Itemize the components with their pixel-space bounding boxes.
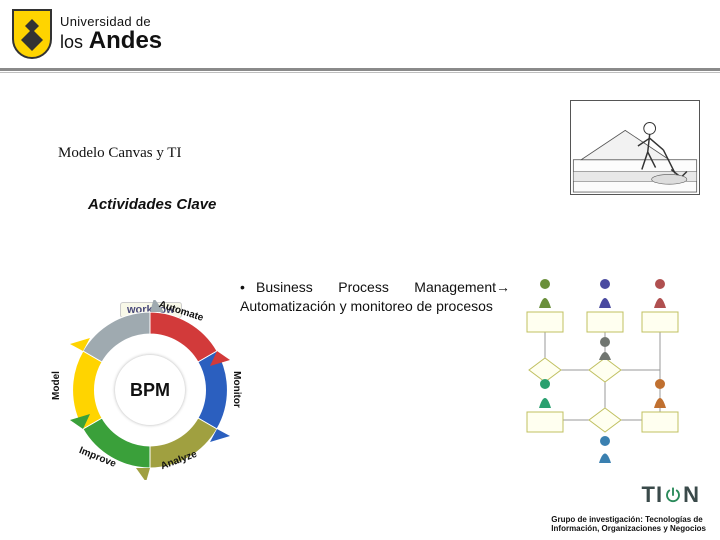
logo-text: Universidad de los Andes xyxy=(60,15,162,54)
header: Universidad de los Andes xyxy=(0,0,720,68)
process-people-diagram xyxy=(505,270,700,470)
logo-line2: los Andes xyxy=(60,28,162,53)
footer-brand: TI N xyxy=(642,482,700,508)
bullet-marker: • xyxy=(240,278,256,297)
stage-monitor: Monitor xyxy=(231,371,242,408)
uniandes-shield-icon xyxy=(12,9,52,59)
page-title: Modelo Canvas y TI xyxy=(58,145,216,162)
brand-part2: N xyxy=(683,482,700,508)
title-section: Modelo Canvas y TI Actividades Clave xyxy=(58,145,216,213)
construction-illustration xyxy=(570,100,700,195)
page-subtitle: Actividades Clave xyxy=(88,196,216,213)
footer-line2: Información, Organizaciones y Negocios xyxy=(551,524,706,534)
bullet-item: •Business Process Management→ Automatiza… xyxy=(240,278,510,316)
logo-line1: Universidad de xyxy=(60,15,162,29)
power-icon xyxy=(664,486,682,504)
footer-caption: Grupo de investigación: Tecnologías de I… xyxy=(551,515,706,534)
header-divider xyxy=(0,68,720,71)
bpm-cycle-diagram: BPM Automate Monitor Analyze Improve Mod… xyxy=(60,300,240,480)
bpm-center-label: BPM xyxy=(115,355,185,425)
brand-part1: TI xyxy=(642,482,664,508)
stage-model: Model xyxy=(51,371,62,400)
bullet-text: Business Process Management→ Automatizac… xyxy=(240,279,510,314)
footer-line1: Grupo de investigación: Tecnologías de xyxy=(551,515,706,525)
